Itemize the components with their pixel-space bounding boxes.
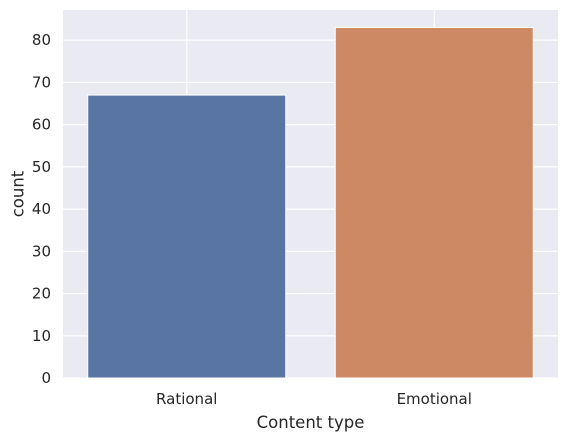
y-tick-label: 50 (32, 158, 51, 176)
x-tick-label: Rational (156, 390, 217, 408)
x-tick-label: Emotional (397, 390, 472, 408)
y-tick-label: 60 (32, 116, 51, 134)
bar-emotional (334, 27, 534, 379)
y-tick-label: 70 (32, 73, 51, 91)
bar-rational (87, 94, 287, 379)
y-tick-label: 20 (32, 285, 51, 303)
bars (87, 27, 534, 379)
y-tick-label: 40 (32, 200, 51, 218)
y-tick-label: 0 (41, 369, 51, 387)
y-tick-labels: 0 10 20 30 40 50 60 70 80 (32, 31, 51, 387)
x-tick-labels: Rational Emotional (156, 390, 472, 408)
y-tick-label: 30 (32, 242, 51, 260)
y-tick-label: 80 (32, 31, 51, 49)
y-tick-label: 10 (32, 327, 51, 345)
y-axis-label: count (9, 170, 28, 217)
x-axis-label: Content type (257, 413, 365, 432)
